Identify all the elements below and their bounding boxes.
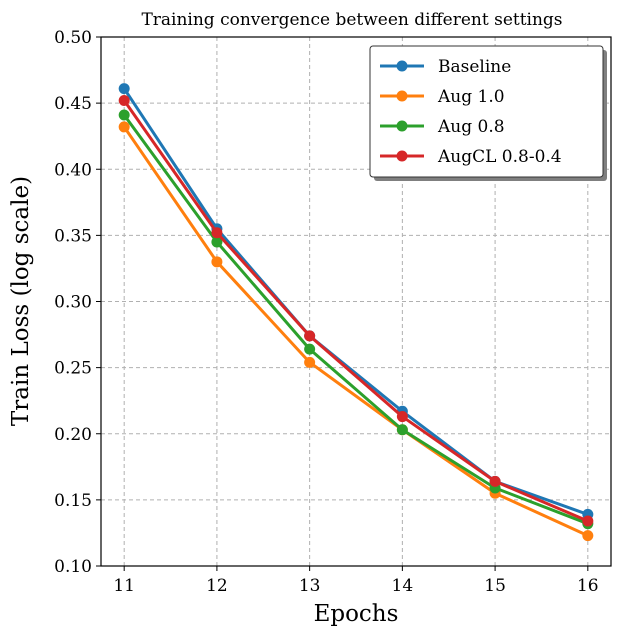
data-point (489, 475, 501, 487)
x-tick-label: 16 (577, 576, 599, 596)
y-tick-label: 0.35 (54, 226, 92, 246)
data-point (118, 121, 130, 133)
legend-entry: Aug 0.8 (380, 117, 505, 137)
y-tick-label: 0.40 (54, 160, 92, 180)
series-line (122, 99, 589, 523)
legend: Baseline Aug 1.0 Aug 0.8 AugCL 0.8-0.4 (369, 45, 607, 181)
data-point (582, 530, 594, 542)
series-line (122, 114, 589, 526)
data-point (396, 411, 408, 423)
x-tick-label: 12 (206, 576, 228, 596)
x-tick-label: 11 (113, 576, 135, 596)
data-point (118, 83, 130, 95)
data-point (118, 109, 130, 121)
data-point (304, 330, 316, 342)
y-tick-label: 0.25 (54, 359, 92, 379)
legend-swatch-marker (396, 120, 408, 132)
x-tick-label: 14 (392, 576, 414, 596)
data-point (211, 256, 223, 268)
x-axis-label: Epochs (314, 601, 399, 626)
series-layer (118, 83, 594, 542)
legend-swatch-marker (396, 90, 408, 102)
series-aug-1-0 (118, 121, 594, 542)
data-point (396, 424, 408, 436)
legend-swatch-marker (396, 60, 408, 72)
legend-label: Baseline (438, 57, 511, 77)
data-point (211, 236, 223, 248)
data-point (304, 343, 316, 355)
x-tick-label: 15 (484, 576, 506, 596)
y-tick-label: 0.15 (54, 491, 92, 511)
series-line (122, 126, 589, 537)
chart-title: Training convergence between different s… (141, 10, 562, 30)
y-tick-label: 0.50 (54, 28, 92, 48)
data-point (304, 356, 316, 368)
series-augcl-0-8-0-4 (118, 94, 594, 527)
y-axis-label: Train Loss (log scale) (8, 176, 34, 426)
legend-swatch-marker (396, 150, 408, 162)
data-point (118, 94, 130, 106)
y-tick-label: 0.20 (54, 425, 92, 445)
y-tick-label: 0.45 (54, 94, 92, 114)
legend-entry: Aug 1.0 (380, 87, 505, 107)
y-tick-label: 0.10 (54, 557, 92, 577)
legend-label: Aug 1.0 (437, 87, 505, 107)
legend-entry: Baseline (380, 57, 511, 77)
legend-entry: AugCL 0.8-0.4 (380, 147, 562, 167)
legend-label: Aug 0.8 (437, 117, 505, 137)
axis-ticks: 0.10 0.15 0.20 0.25 0.30 0.35 0.40 0.45 0.50 11 12… (54, 28, 598, 596)
legend-label: AugCL 0.8-0.4 (437, 147, 562, 167)
legend-box (369, 45, 604, 178)
y-tick-label: 0.30 (54, 293, 92, 313)
x-tick-label: 13 (299, 576, 321, 596)
data-point (582, 515, 594, 527)
data-point (211, 227, 223, 239)
